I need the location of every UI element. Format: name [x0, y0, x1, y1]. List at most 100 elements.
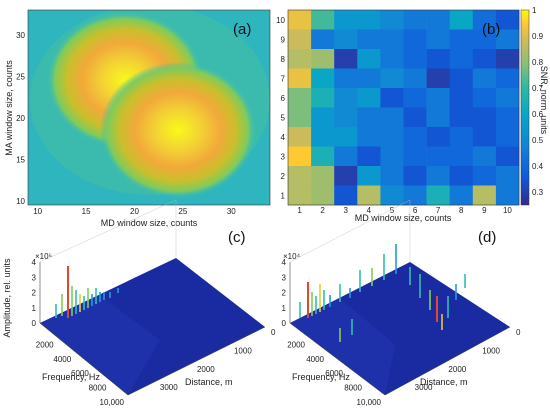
panel-b-ytick-label: 5 [281, 113, 286, 122]
panel-b-cell [380, 10, 404, 30]
panel-a-heat [30, 10, 270, 198]
panel-d-distance-ticks: 0 1000 2000 3000 [415, 328, 521, 392]
panel-d-front-right [384, 326, 511, 396]
panel-b-cell [495, 107, 520, 128]
panel-b-cell [288, 146, 312, 167]
panel-b-xtick-label: 4 [367, 206, 372, 215]
panel-d-label: (d) [478, 229, 496, 246]
panel-d-ztick-label: 1 [282, 304, 287, 313]
panel-c-ztick-label: 1 [32, 304, 37, 313]
panel-b-ytick-label: 9 [281, 35, 286, 44]
panel-b-xtick-label: 3 [344, 206, 349, 215]
panel-b-cell [334, 166, 358, 186]
panel-b-cell [311, 146, 335, 167]
panel-d-ztick-label: 2 [282, 289, 287, 298]
colorbar-tick-label: 1 [532, 6, 537, 15]
panel-b-cell [357, 127, 381, 147]
panel-c-back-edge [39, 199, 177, 263]
panel-d-floor-shade [290, 298, 395, 395]
panel-b-ytick-label: 1 [281, 191, 286, 200]
panel-d-ztick-label: 3 [282, 273, 287, 282]
panel-b-cell [426, 146, 450, 167]
panel-b-cell [380, 166, 404, 186]
panel-b-cell [472, 10, 497, 30]
colorbar-tick-label: 0.9 [532, 32, 544, 41]
panel-c-label: (c) [228, 229, 246, 246]
panel-a: 10 15 20 25 30 10 15 20 25 30 MD window size, co… [4, 9, 271, 228]
panel-b-cell [472, 107, 497, 128]
panel-b-xtick-label: 9 [482, 206, 487, 215]
panel-c-front-right [127, 326, 266, 396]
panel-b-cell [426, 68, 450, 89]
colorbar-tick-label: 0.8 [532, 58, 544, 67]
panel-c-frequency-tick-label: 6000 [71, 369, 89, 378]
panel-b-cell [288, 29, 312, 50]
panel-b-cell [449, 29, 474, 50]
panel-b-cell [495, 166, 520, 186]
panel-b-cell [403, 107, 427, 128]
panel-a-xtick-label: 10 [33, 207, 42, 216]
panel-b-cell [403, 68, 427, 89]
panel-b-cell [288, 88, 312, 108]
panel-c-frequency-tick-label: 4000 [53, 355, 71, 364]
colorbar-label: SNR, norm. units [539, 66, 549, 135]
panel-b-cell [403, 166, 427, 186]
colorbar-tick-label: 0.4 [532, 162, 544, 171]
panel-b-cell [311, 185, 335, 206]
panel-b-cell [449, 49, 474, 69]
panel-b-cell [449, 166, 474, 186]
panel-c-ztick-label: 4 [32, 258, 37, 267]
panel-b-xtick-label: 6 [413, 206, 418, 215]
panel-b-cell [311, 10, 335, 30]
panel-b-label: (b) [482, 21, 500, 38]
panel-b-cell [426, 88, 450, 108]
panel-d-ylabel: Distance, m [420, 377, 468, 387]
panel-a-xticks: 10 15 20 25 30 [33, 207, 236, 216]
panel-b-cell [403, 127, 427, 147]
panel-b-cell [403, 10, 427, 30]
panel-b-cell [334, 88, 358, 108]
panel-c-distance-tick-label: 3000 [160, 383, 178, 392]
colorbar-ticks: 0.3 0.4 0.5 0.6 0.7 0.8 0.9 1 [532, 6, 544, 197]
panel-a-xlabel: MD window size, counts [101, 218, 198, 228]
panel-d-front-left [289, 322, 386, 396]
panel-b-xtick-label: 1 [297, 206, 302, 215]
panel-a-peak-2 [100, 62, 256, 198]
panel-b-cell [495, 29, 520, 50]
panel-b-cell [403, 185, 427, 206]
panel-b-cell [334, 107, 358, 128]
panel-b-cell [472, 166, 497, 186]
panel-b-ytick-label: 6 [281, 94, 286, 103]
panel-b-cell [472, 146, 497, 167]
panel-b-cell [334, 29, 358, 50]
panel-a-label: (a) [233, 21, 251, 38]
panel-d-frequency-tick-label: 8000 [344, 384, 362, 393]
panel-a-ytick-label: 30 [16, 31, 25, 40]
panel-b-cell [380, 107, 404, 128]
panel-d-frequency-tick-label: 4000 [306, 355, 324, 364]
panel-b-cell [288, 185, 312, 206]
panel-b-cell [495, 88, 520, 108]
panel-b-cell [472, 185, 497, 206]
panel-b-cell [311, 29, 335, 50]
panel-b-cell [334, 49, 358, 69]
panel-c-zlabel: Amplitude, rel. units [2, 258, 12, 338]
panel-b-cell [334, 185, 358, 206]
panel-d-distance-tick-label: 0 [516, 328, 521, 337]
panel-b-cell [288, 10, 312, 30]
panel-b-cell [311, 166, 335, 186]
panel-a-ytick-label: 10 [16, 197, 25, 206]
panel-b-cell [426, 185, 450, 206]
panel-b-cell [472, 29, 497, 50]
panel-b-cell [357, 166, 381, 186]
panel-d-ztick-label: 0 [282, 319, 287, 328]
panel-c-ztick-label: 2 [32, 289, 37, 298]
panel-b-cell [288, 49, 312, 69]
panel-c-multiplier: ×10⁵ [35, 252, 52, 261]
panel-b-ytick-label: 3 [281, 152, 286, 161]
colorbar [520, 9, 530, 206]
